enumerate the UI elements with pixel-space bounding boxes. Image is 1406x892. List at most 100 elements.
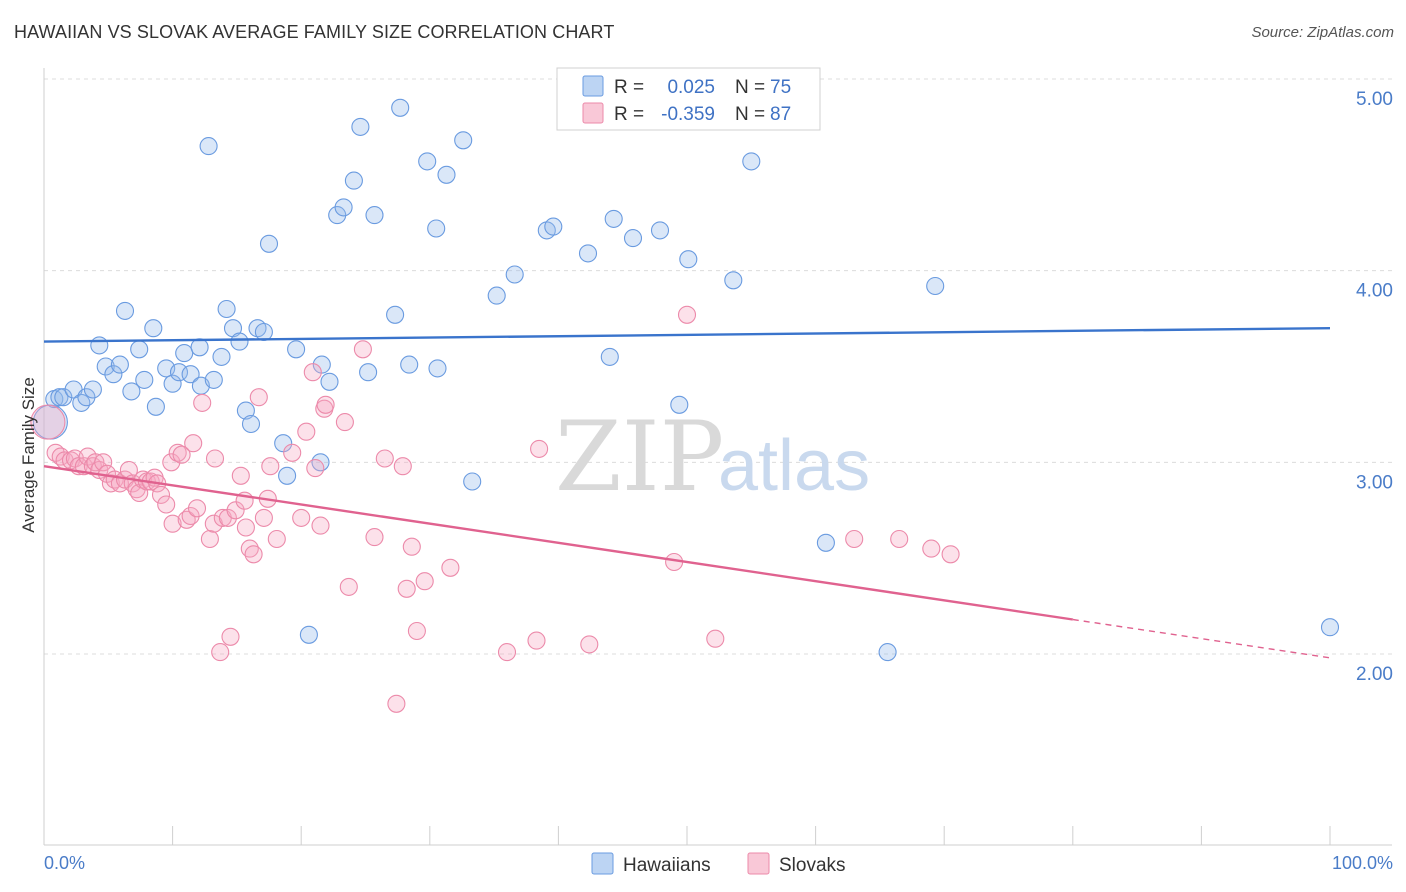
point-hawaiians [454, 131, 473, 150]
legend-n-label-2: N = [735, 104, 765, 125]
point-slovaks [193, 393, 212, 412]
point-slovaks [244, 545, 263, 564]
point-hawaiians [254, 322, 273, 342]
point-hawaiians [623, 229, 643, 248]
point-hawaiians [146, 397, 165, 416]
point-hawaiians [130, 340, 149, 359]
point-slovaks [157, 495, 176, 514]
point-slovaks [397, 579, 416, 598]
point-slovaks [375, 449, 394, 468]
bottom-legend-label-slovaks: Slovaks [779, 855, 846, 876]
point-hawaiians [144, 319, 163, 338]
data-points [30, 98, 1340, 713]
point-hawaiians [96, 357, 115, 376]
point-hawaiians [104, 365, 123, 384]
point-hawaiians [578, 244, 598, 263]
point-slovaks [211, 643, 230, 662]
point-slovaks [387, 694, 406, 713]
trend-line-hawaiians [43, 326, 1331, 343]
point-slovaks [339, 577, 358, 596]
point-hawaiians [311, 453, 330, 472]
point-slovaks [283, 443, 302, 462]
point-slovaks [184, 434, 203, 453]
point-slovaks [306, 459, 325, 478]
point-hawaiians [679, 250, 698, 269]
chart-source: Source: ZipAtlas.com [1251, 24, 1394, 41]
point-hawaiians [391, 98, 410, 117]
point-hawaiians [54, 388, 73, 407]
point-hawaiians [72, 393, 91, 412]
point-slovaks [530, 439, 549, 458]
legend-r-label-1: R = [614, 77, 644, 98]
point-hawaiians [190, 338, 209, 357]
point-hawaiians [274, 434, 293, 453]
point-hawaiians [437, 165, 456, 184]
point-hawaiians [90, 336, 109, 355]
point-slovaks [163, 514, 182, 533]
point-hawaiians [365, 206, 384, 225]
point-hawaiians [241, 414, 261, 434]
point-slovaks [335, 413, 354, 432]
point-hawaiians [122, 382, 141, 401]
point-slovaks [303, 363, 322, 382]
point-hawaiians [320, 372, 339, 391]
point-hawaiians [351, 117, 370, 136]
point-slovaks [393, 457, 412, 476]
bottom-legend-swatch-slovaks [747, 852, 770, 875]
point-hawaiians [299, 625, 318, 644]
point-hawaiians [418, 152, 437, 171]
point-hawaiians [77, 388, 96, 407]
point-slovaks [441, 558, 460, 577]
point-hawaiians [230, 332, 249, 351]
y-tick-label: 2.00 [1356, 664, 1393, 685]
point-slovaks [941, 545, 960, 564]
bottom-legend: Hawaiians Slovaks [591, 852, 846, 876]
point-hawaiians [428, 359, 447, 378]
point-slovaks [94, 453, 113, 472]
y-tick-label: 4.00 [1356, 281, 1393, 302]
point-slovaks [249, 388, 268, 407]
point-hawaiians [487, 286, 506, 305]
point-hawaiians [50, 388, 69, 407]
point-slovaks [497, 643, 517, 662]
point-slovaks [172, 445, 191, 464]
legend-r-label-2: R = [614, 104, 644, 125]
bottom-legend-swatch-hawaiians [591, 852, 614, 875]
point-hawaiians [217, 299, 236, 319]
point-hawaiians [110, 355, 129, 374]
point-hawaiians [212, 347, 231, 366]
legend-swatch-slovaks [582, 102, 604, 124]
point-slovaks [922, 539, 941, 558]
point-hawaiians [670, 395, 689, 414]
point-slovaks [261, 457, 280, 476]
point-slovaks [311, 516, 330, 535]
legend-swatch-hawaiians [582, 75, 604, 97]
point-hawaiians [427, 219, 446, 238]
trend-line-slovaks [43, 464, 1073, 621]
point-hawaiians [544, 217, 563, 236]
point-hawaiians [334, 198, 353, 217]
point-hawaiians [259, 234, 279, 253]
tick-labels: 2.00 3.00 4.00 5.00 0.0% 100.0% [44, 89, 1393, 873]
point-hawaiians [386, 305, 405, 324]
point-slovaks [218, 508, 237, 527]
point-hawaiians [359, 363, 378, 382]
point-slovaks [402, 537, 421, 556]
point-hawaiians [724, 271, 743, 290]
point-hawaiians [650, 221, 670, 240]
legend-n-value-1: 75 [770, 77, 791, 98]
point-slovaks [205, 449, 225, 468]
point-slovaks [231, 466, 250, 485]
point-slovaks [254, 508, 273, 527]
legend-box: R = 0.025 N = 75 R = -0.359 N = 87 [556, 67, 821, 131]
point-hawaiians [878, 643, 897, 662]
y-tick-label: 3.00 [1356, 472, 1393, 493]
point-slovaks [407, 621, 426, 641]
point-hawaiians [600, 347, 619, 366]
point-hawaiians [278, 466, 297, 485]
point-slovaks [162, 453, 181, 472]
point-hawaiians [604, 209, 623, 228]
point-hawaiians [463, 472, 482, 491]
point-slovaks [292, 508, 311, 527]
point-hawaiians [344, 171, 363, 190]
